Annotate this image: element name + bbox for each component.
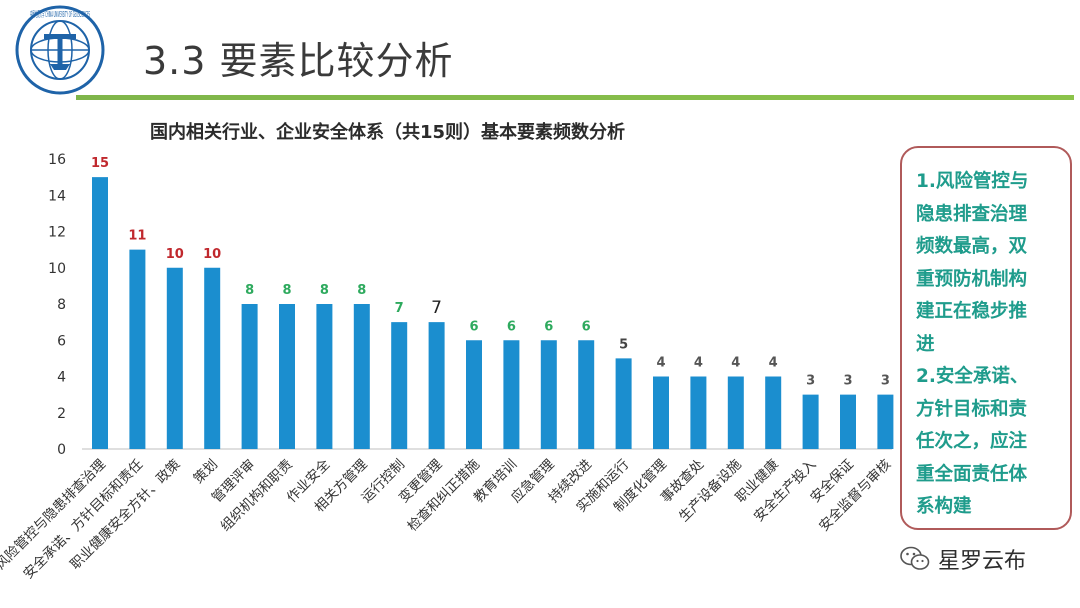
bar [166, 267, 183, 449]
bar [540, 340, 557, 449]
bar [204, 267, 221, 449]
note-line-9: 重全面责任体 [916, 463, 1028, 485]
bar [391, 322, 408, 449]
data-label: 4 [694, 356, 703, 371]
data-label: 8 [282, 283, 291, 298]
y-tick-label: 2 [57, 406, 66, 422]
y-tick-label: 10 [48, 261, 66, 277]
y-tick-label: 6 [57, 333, 66, 349]
note-line-2: 频数最高，双 [916, 236, 1028, 257]
data-label: 11 [128, 229, 146, 244]
data-label: 8 [320, 283, 329, 298]
y-tick-label: 16 [48, 152, 66, 168]
bar [353, 304, 370, 449]
note-line-3: 重预防机制构 [916, 268, 1028, 290]
data-label: 4 [731, 356, 740, 371]
data-label: 15 [91, 156, 109, 171]
note-line-1: 隐患排查治理 [916, 203, 1028, 225]
bar [578, 340, 595, 449]
note-box: 1.风险管控与 隐患排查治理 频数最高，双 重预防机制构 建正在稳步推进 2.安全承诺、方… [900, 146, 1072, 530]
data-label: 10 [166, 247, 184, 262]
y-tick-label: 14 [48, 188, 66, 204]
logo-text: 中国地质大学 CHINA UNIVERSITY OF GEOSCIENCES [30, 9, 90, 19]
note-line-10: 系构建 [916, 496, 972, 517]
bar [466, 340, 482, 449]
data-label: 3 [806, 374, 815, 389]
title-divider [76, 95, 1074, 100]
data-label: 3 [843, 374, 852, 389]
bar [653, 376, 669, 449]
bar [503, 340, 520, 449]
y-tick-label: 8 [57, 297, 66, 313]
note-line-0: 1.风险管控与 [916, 171, 1029, 192]
data-label: 8 [245, 283, 254, 298]
data-label: 6 [582, 319, 591, 334]
bar [428, 322, 445, 449]
slide-title: 3.3 要素比较分析 [143, 39, 454, 83]
data-label: 4 [769, 356, 778, 371]
watermark-text: 星罗云布 [938, 549, 1027, 574]
bar [615, 358, 632, 449]
bar [92, 177, 108, 449]
data-label: 7 [431, 298, 442, 318]
bar [877, 394, 894, 449]
note-line-8: 任次之，应注 [916, 431, 1028, 452]
wechat-icon [900, 546, 930, 570]
data-label: 6 [507, 319, 516, 334]
data-label: 7 [395, 301, 404, 316]
y-tick-label: 0 [57, 442, 66, 458]
data-label: 10 [203, 247, 221, 262]
bar [765, 376, 782, 449]
data-label: 5 [619, 337, 628, 352]
bar [279, 304, 295, 449]
data-label: 4 [656, 356, 665, 371]
bar [241, 304, 258, 449]
y-tick-label: 12 [48, 225, 66, 241]
bar [802, 394, 819, 449]
note-line-6: 2.安全承诺、 [916, 366, 1029, 387]
bar [129, 249, 146, 449]
data-label: 6 [544, 319, 553, 334]
note-line-4: 建正在稳步推 [916, 301, 1028, 322]
bar [316, 304, 333, 449]
bar [727, 376, 744, 449]
university-logo: 中国地质大学 CHINA UNIVERSITY OF GEOSCIENCES [15, 5, 105, 95]
watermark: 星罗云布 [900, 544, 1026, 574]
chart-title: 国内相关行业、企业安全体系（共15则）基本要素频数分析 [150, 122, 626, 143]
category-label: 策划 [190, 456, 221, 487]
bar [690, 376, 707, 449]
note-line-5: 进 [916, 333, 935, 355]
bar [840, 394, 856, 449]
data-label: 6 [469, 319, 478, 334]
y-tick-label: 4 [57, 370, 66, 386]
data-label: 8 [357, 283, 366, 298]
data-label: 3 [881, 374, 890, 389]
note-line-7: 方针目标和责 [916, 398, 1028, 420]
